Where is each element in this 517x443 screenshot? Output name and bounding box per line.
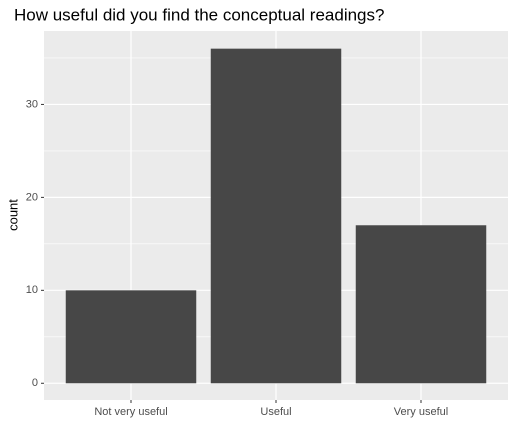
x-tick-label: Useful [260, 406, 291, 418]
y-axis-label: count [5, 199, 20, 231]
chart-title: How useful did you find the conceptual r… [14, 5, 384, 24]
bar [210, 48, 342, 384]
y-tick-label: 20 [26, 191, 38, 203]
x-tick-label: Not very useful [94, 406, 167, 418]
bar [355, 225, 487, 384]
x-tick-label: Very useful [394, 406, 448, 418]
bar [65, 290, 197, 384]
y-tick-label: 10 [26, 284, 38, 296]
y-tick-label: 0 [32, 377, 38, 389]
y-tick-label: 30 [26, 98, 38, 110]
